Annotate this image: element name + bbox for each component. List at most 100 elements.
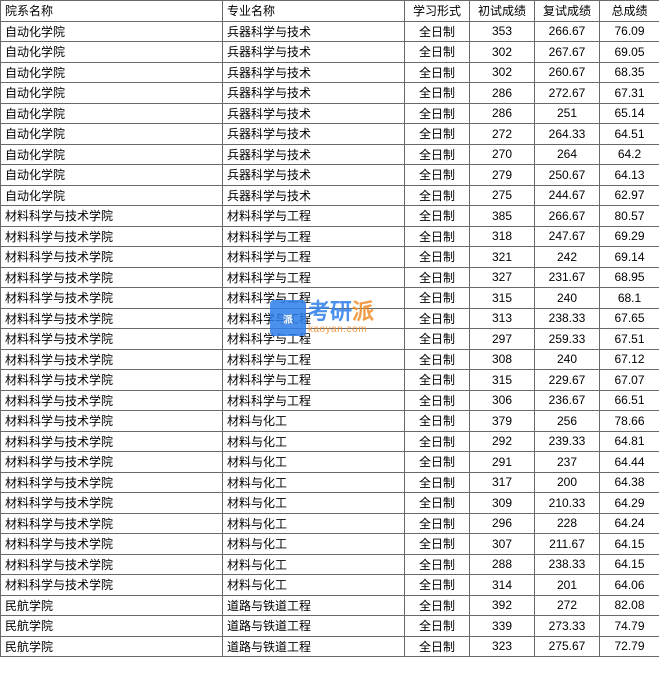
cell-score2: 237 (535, 452, 600, 473)
cell-dept: 材料科学与技术学院 (1, 493, 223, 514)
cell-major: 材料科学与工程 (223, 308, 405, 329)
cell-score1: 286 (470, 83, 535, 104)
cell-major: 材料科学与工程 (223, 349, 405, 370)
cell-form: 全日制 (405, 288, 470, 309)
cell-major: 兵器科学与技术 (223, 185, 405, 206)
table-row: 材料科学与技术学院材料与化工全日制37925678.66 (1, 411, 659, 432)
cell-score1: 270 (470, 144, 535, 165)
cell-major: 材料与化工 (223, 575, 405, 596)
cell-dept: 自动化学院 (1, 144, 223, 165)
cell-form: 全日制 (405, 616, 470, 637)
cell-major: 兵器科学与技术 (223, 21, 405, 42)
table-row: 材料科学与技术学院材料科学与工程全日制306236.6766.51 (1, 390, 659, 411)
cell-total: 69.05 (600, 42, 659, 63)
cell-total: 65.14 (600, 103, 659, 124)
cell-major: 材料与化工 (223, 554, 405, 575)
cell-total: 68.35 (600, 62, 659, 83)
cell-form: 全日制 (405, 349, 470, 370)
cell-dept: 民航学院 (1, 616, 223, 637)
table-row: 材料科学与技术学院材料与化工全日制29123764.44 (1, 452, 659, 473)
cell-score2: 244.67 (535, 185, 600, 206)
admission-table: 院系名称 专业名称 学习形式 初试成绩 复试成绩 总成绩 自动化学院兵器科学与技… (0, 0, 659, 657)
cell-total: 67.51 (600, 329, 659, 350)
cell-form: 全日制 (405, 390, 470, 411)
cell-dept: 材料科学与技术学院 (1, 329, 223, 350)
cell-total: 76.09 (600, 21, 659, 42)
cell-score1: 318 (470, 226, 535, 247)
cell-score2: 229.67 (535, 370, 600, 391)
cell-dept: 材料科学与技术学院 (1, 513, 223, 534)
cell-dept: 自动化学院 (1, 185, 223, 206)
cell-total: 66.51 (600, 390, 659, 411)
cell-total: 64.51 (600, 124, 659, 145)
cell-form: 全日制 (405, 144, 470, 165)
cell-major: 兵器科学与技术 (223, 103, 405, 124)
table-row: 材料科学与技术学院材料科学与工程全日制30824067.12 (1, 349, 659, 370)
cell-score2: 266.67 (535, 206, 600, 227)
cell-form: 全日制 (405, 493, 470, 514)
cell-form: 全日制 (405, 206, 470, 227)
cell-total: 74.79 (600, 616, 659, 637)
cell-dept: 自动化学院 (1, 165, 223, 186)
table-row: 材料科学与技术学院材料科学与工程全日制297259.3367.51 (1, 329, 659, 350)
cell-score2: 251 (535, 103, 600, 124)
cell-form: 全日制 (405, 575, 470, 596)
cell-form: 全日制 (405, 452, 470, 473)
cell-form: 全日制 (405, 185, 470, 206)
cell-major: 兵器科学与技术 (223, 165, 405, 186)
cell-major: 材料与化工 (223, 493, 405, 514)
cell-score1: 286 (470, 103, 535, 124)
cell-total: 69.29 (600, 226, 659, 247)
cell-score1: 315 (470, 370, 535, 391)
cell-major: 材料科学与工程 (223, 206, 405, 227)
cell-form: 全日制 (405, 165, 470, 186)
cell-score1: 291 (470, 452, 535, 473)
cell-major: 材料与化工 (223, 431, 405, 452)
cell-dept: 材料科学与技术学院 (1, 390, 223, 411)
cell-major: 兵器科学与技术 (223, 124, 405, 145)
cell-total: 69.14 (600, 247, 659, 268)
cell-total: 64.15 (600, 534, 659, 555)
cell-score1: 308 (470, 349, 535, 370)
table-row: 材料科学与技术学院材料与化工全日制31420164.06 (1, 575, 659, 596)
cell-score2: 211.67 (535, 534, 600, 555)
table-row: 自动化学院兵器科学与技术全日制302260.6768.35 (1, 62, 659, 83)
cell-form: 全日制 (405, 513, 470, 534)
cell-major: 材料与化工 (223, 513, 405, 534)
cell-score2: 228 (535, 513, 600, 534)
cell-total: 67.07 (600, 370, 659, 391)
table-row: 自动化学院兵器科学与技术全日制27026464.2 (1, 144, 659, 165)
cell-dept: 自动化学院 (1, 124, 223, 145)
cell-total: 64.81 (600, 431, 659, 452)
cell-form: 全日制 (405, 62, 470, 83)
cell-total: 72.79 (600, 636, 659, 657)
cell-score1: 314 (470, 575, 535, 596)
cell-score1: 385 (470, 206, 535, 227)
cell-major: 材料与化工 (223, 534, 405, 555)
header-form: 学习形式 (405, 1, 470, 22)
cell-major: 材料科学与工程 (223, 288, 405, 309)
cell-score2: 250.67 (535, 165, 600, 186)
cell-dept: 自动化学院 (1, 21, 223, 42)
table-row: 材料科学与技术学院材料与化工全日制309210.3364.29 (1, 493, 659, 514)
cell-dept: 自动化学院 (1, 103, 223, 124)
cell-dept: 材料科学与技术学院 (1, 267, 223, 288)
cell-total: 68.1 (600, 288, 659, 309)
cell-dept: 材料科学与技术学院 (1, 411, 223, 432)
cell-major: 材料科学与工程 (223, 329, 405, 350)
cell-form: 全日制 (405, 370, 470, 391)
cell-score1: 275 (470, 185, 535, 206)
cell-score2: 266.67 (535, 21, 600, 42)
cell-score1: 313 (470, 308, 535, 329)
cell-form: 全日制 (405, 103, 470, 124)
cell-score2: 272.67 (535, 83, 600, 104)
cell-major: 兵器科学与技术 (223, 83, 405, 104)
cell-major: 材料科学与工程 (223, 370, 405, 391)
cell-major: 材料科学与工程 (223, 267, 405, 288)
cell-major: 兵器科学与技术 (223, 144, 405, 165)
table-row: 材料科学与技术学院材料科学与工程全日制318247.6769.29 (1, 226, 659, 247)
cell-total: 67.12 (600, 349, 659, 370)
cell-score2: 264 (535, 144, 600, 165)
cell-form: 全日制 (405, 42, 470, 63)
cell-form: 全日制 (405, 595, 470, 616)
